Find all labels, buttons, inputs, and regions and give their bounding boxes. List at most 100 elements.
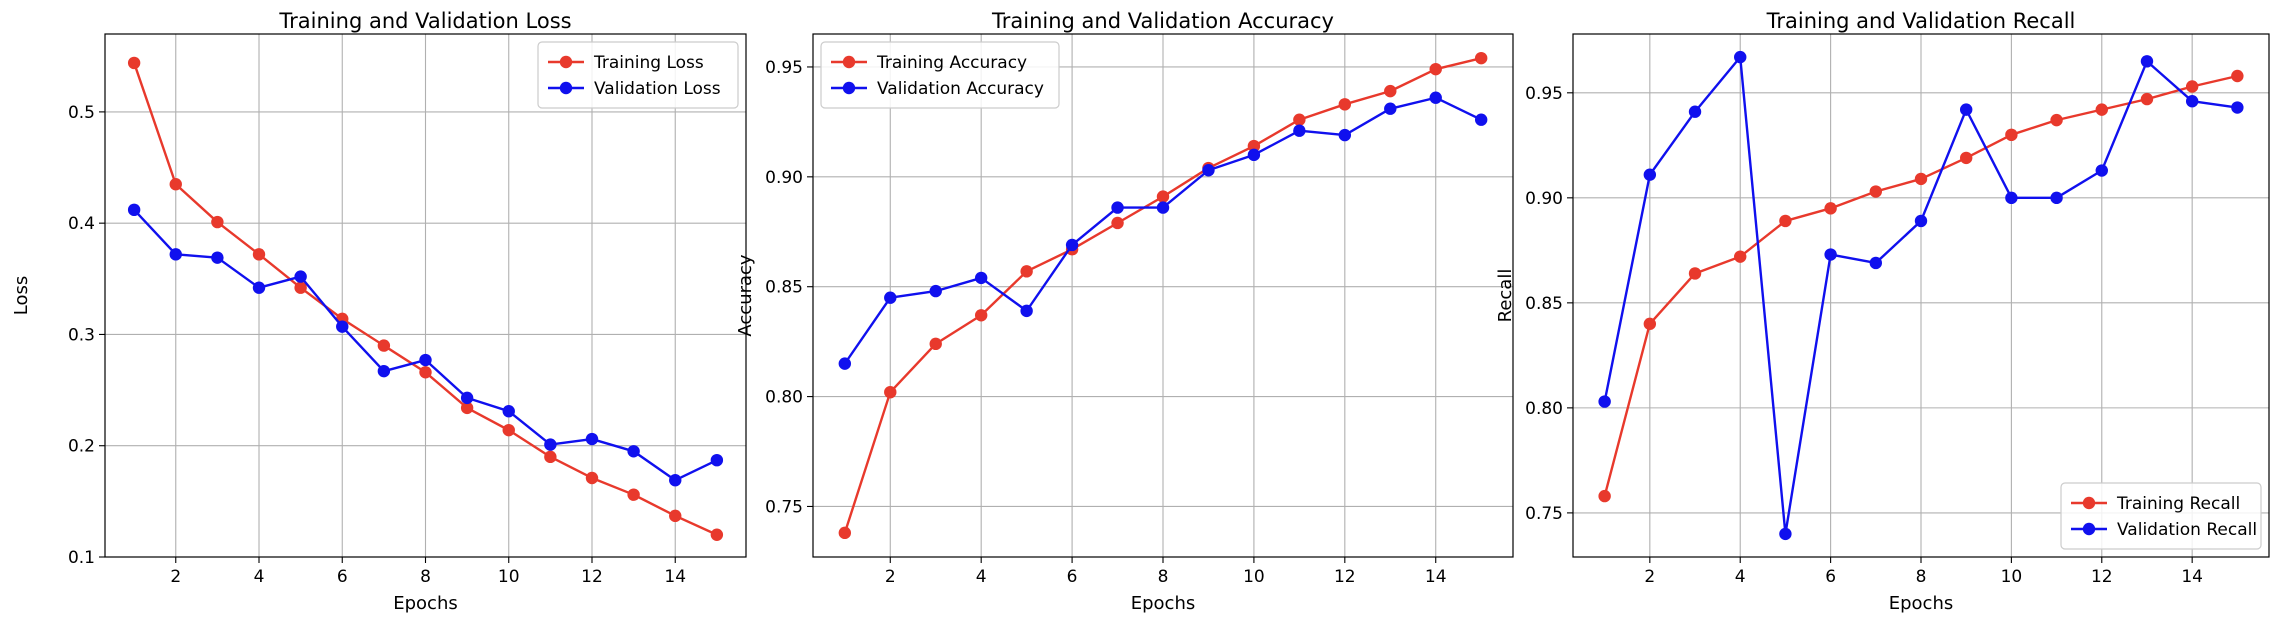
- data-point: [1020, 265, 1033, 278]
- chart-title: Training and Validation Recall: [1766, 9, 2076, 33]
- data-point: [1247, 148, 1261, 162]
- x-tick-label: 10: [2001, 567, 2023, 587]
- legend-entry-label: Validation Loss: [594, 79, 721, 99]
- data-point: [627, 488, 640, 501]
- y-tick-label: 0.80: [765, 388, 803, 408]
- x-tick-label: 14: [1425, 567, 1447, 587]
- legend-frame: [820, 41, 1060, 109]
- chart-panel-2: 2 4 6 8 10 12 14 0.75 0.80 0.85 0.90 0.95 Training a…: [735, 9, 1514, 614]
- data-point: [1202, 164, 1215, 177]
- data-point: [1338, 98, 1352, 111]
- data-point: [211, 251, 224, 264]
- y-tick-label: 0.95: [1525, 84, 1563, 104]
- data-point: [1688, 267, 1702, 280]
- chart-panel-1: 2 4 6 8 10 12 14 0.1 0.2 0.3 0.4 0.5 Training and Va…: [11, 9, 747, 614]
- chart-title: Training and Validation Accuracy: [991, 9, 1334, 33]
- data-point: [169, 248, 182, 261]
- data-point: [1293, 113, 1306, 126]
- legend-frame: [537, 41, 739, 109]
- legend-entry-label: Training Recall: [2116, 494, 2240, 514]
- data-point: [1384, 102, 1397, 115]
- x-tick-label: 6: [1067, 567, 1078, 587]
- y-tick-label: 0.75: [1525, 504, 1563, 524]
- data-point: [669, 509, 682, 523]
- data-point: [1779, 527, 1792, 541]
- y-tick-label: 0.85: [1525, 294, 1563, 314]
- data-point: [1869, 185, 1883, 198]
- data-point: [252, 248, 266, 261]
- legend-entry-label: Validation Recall: [2117, 520, 2257, 540]
- legend-marker-swatch: [559, 81, 573, 95]
- data-point: [1959, 151, 1973, 165]
- data-point: [838, 526, 852, 540]
- data-point: [419, 366, 432, 379]
- data-point: [1020, 304, 1033, 318]
- data-point: [419, 353, 432, 367]
- data-point: [1914, 172, 1928, 186]
- data-point: [1598, 395, 1611, 408]
- data-point: [377, 339, 391, 352]
- x-tick-label: 2: [885, 567, 896, 587]
- x-tick-label: 8: [420, 567, 431, 587]
- data-point: [336, 320, 349, 333]
- data-point: [252, 281, 266, 294]
- data-point: [1688, 105, 1702, 118]
- data-point: [2185, 95, 2199, 108]
- data-point: [1734, 50, 1747, 64]
- data-point: [1156, 190, 1170, 203]
- y-tick-label: 0.85: [765, 278, 803, 298]
- x-tick-label: 12: [581, 567, 603, 587]
- data-point: [1247, 139, 1261, 153]
- data-point: [1293, 124, 1306, 137]
- data-point: [585, 432, 599, 446]
- data-point: [2050, 113, 2063, 127]
- data-point: [460, 391, 474, 405]
- data-point: [1429, 91, 1442, 104]
- legend-marker-swatch: [2082, 522, 2096, 536]
- data-point: [1429, 62, 1442, 76]
- data-point: [2231, 101, 2244, 114]
- data-point: [1959, 103, 1973, 116]
- data-point: [1338, 128, 1352, 142]
- data-point: [1734, 250, 1747, 263]
- legend: Training Loss Validation Loss: [537, 41, 739, 109]
- data-point: [585, 471, 599, 485]
- data-point: [884, 385, 897, 399]
- data-point: [544, 438, 557, 451]
- plot-frame: [812, 33, 1514, 558]
- data-point: [1065, 238, 1079, 252]
- data-point: [502, 405, 515, 418]
- data-point: [1111, 216, 1124, 230]
- data-point: [2140, 55, 2154, 68]
- data-point: [1156, 201, 1170, 214]
- x-tick-label: 8: [1158, 567, 1169, 587]
- data-point: [1869, 256, 1883, 270]
- data-point: [2050, 191, 2063, 205]
- legend: Training Recall Validation Recall: [2060, 482, 2262, 550]
- data-point: [929, 284, 942, 298]
- y-tick-label: 0.75: [765, 497, 803, 517]
- y-tick-label: 0.2: [68, 437, 95, 457]
- data-point: [1824, 202, 1837, 215]
- x-tick-label: 2: [170, 567, 181, 587]
- legend-entry-label: Training Accuracy: [876, 53, 1027, 73]
- data-point: [460, 401, 474, 415]
- data-point: [502, 423, 515, 437]
- data-point: [544, 450, 557, 464]
- data-point: [974, 271, 988, 285]
- data-point: [2005, 191, 2018, 205]
- data-point: [294, 281, 307, 294]
- legend-marker-swatch: [2082, 496, 2096, 510]
- x-tick-label: 6: [337, 567, 348, 587]
- data-point: [929, 337, 942, 351]
- x-tick-label: 6: [1825, 567, 1836, 587]
- data-point: [974, 309, 988, 322]
- data-point: [127, 203, 141, 217]
- y-axis-label: Recall: [1495, 269, 1516, 323]
- data-point: [2140, 92, 2154, 106]
- y-tick-label: 0.90: [765, 168, 803, 188]
- legend-frame: [2060, 482, 2262, 550]
- data-point: [1474, 51, 1488, 65]
